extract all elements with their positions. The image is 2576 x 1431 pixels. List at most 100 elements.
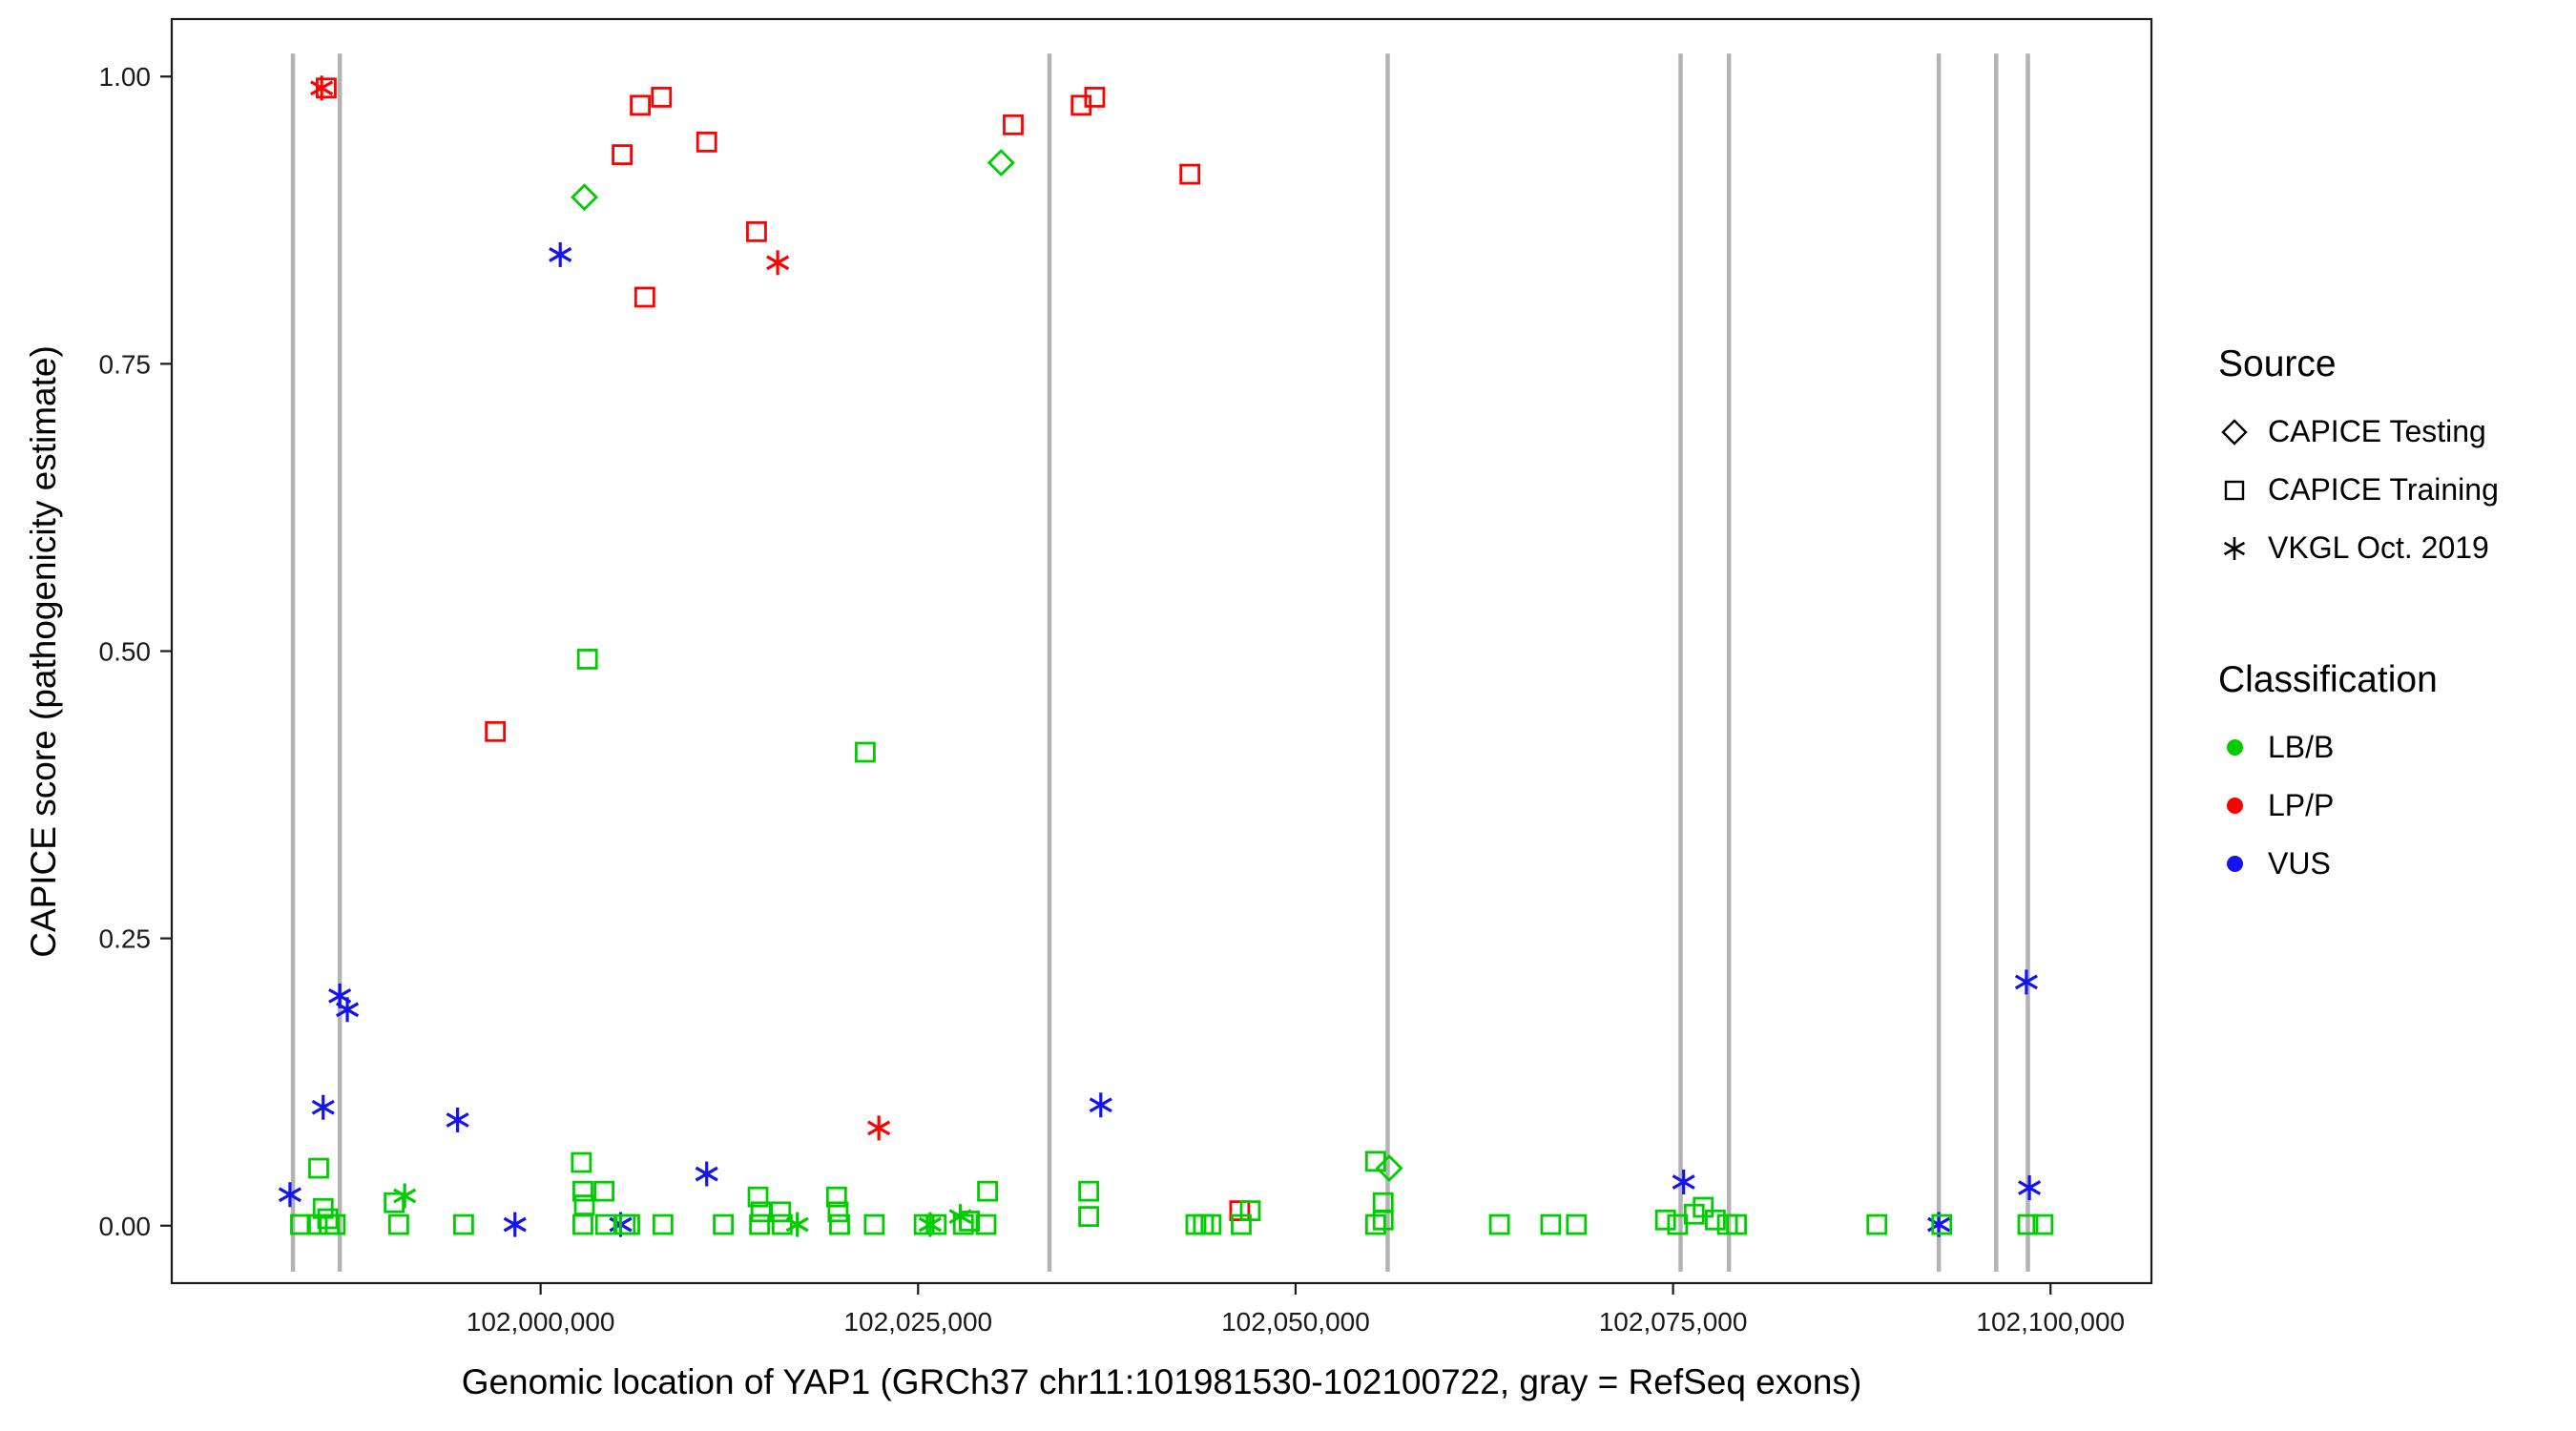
- legend-item-lpp: LP/P: [2218, 788, 2499, 823]
- data-point-square: [1239, 1200, 1261, 1222]
- data-point-square: [749, 1213, 771, 1235]
- data-point-square: [572, 1213, 593, 1235]
- diamond-icon: [2221, 418, 2248, 446]
- legend-item-capice-training: CAPICE Training: [2218, 472, 2499, 508]
- data-point-square: [771, 1213, 793, 1235]
- data-point-square: [770, 1201, 792, 1223]
- legend-classification-title: Classification: [2218, 659, 2438, 700]
- data-point-square: [290, 1213, 311, 1235]
- x-tick-label: 102,075,000: [1599, 1307, 1748, 1337]
- data-point-square: [308, 1157, 329, 1179]
- data-point-asterisk: [446, 1107, 469, 1132]
- data-point-square: [1705, 1209, 1726, 1231]
- data-point-square: [696, 131, 717, 153]
- data-point-asterisk: [2018, 1175, 2042, 1201]
- y-tick-label: 0.00: [99, 1212, 152, 1241]
- data-point-asterisk: [336, 997, 360, 1023]
- lbb-color-dot: [2227, 739, 2243, 756]
- legend-item-label: VUS: [2268, 846, 2331, 881]
- data-point-square: [713, 1213, 735, 1235]
- x-tick-label: 102,050,000: [1221, 1307, 1370, 1337]
- data-point-square: [977, 1180, 998, 1202]
- data-point-square: [1179, 163, 1201, 185]
- data-point-square: [317, 1208, 339, 1230]
- data-point-square: [1540, 1213, 1562, 1235]
- vus-color-dot: [2227, 856, 2243, 872]
- data-point-diamond: [987, 149, 1015, 177]
- y-tick-label: 0.50: [99, 637, 152, 667]
- data-point-square: [1084, 87, 1106, 108]
- data-point-square: [485, 720, 507, 742]
- lpp-color-dot: [2227, 798, 2243, 814]
- data-point-square: [573, 1194, 595, 1215]
- data-point-square: [1372, 1209, 1394, 1231]
- data-point-square: [619, 1213, 640, 1235]
- legend-item-vkgl: VKGL Oct. 2019: [2218, 530, 2499, 566]
- legend-source-title: Source: [2218, 343, 2337, 384]
- data-point-asterisk: [695, 1161, 718, 1187]
- panel-border: [170, 17, 2153, 1285]
- data-point-square: [651, 87, 673, 108]
- data-point-square: [593, 1180, 615, 1202]
- data-point-asterisk: [1672, 1170, 1695, 1194]
- legend: Source CAPICE Testing CAPICE Training VK…: [2218, 343, 2499, 904]
- data-point-square: [1078, 1180, 1100, 1202]
- data-point-square: [1726, 1213, 1747, 1235]
- data-point-asterisk: [393, 1183, 417, 1209]
- data-point-square: [1866, 1213, 1888, 1235]
- data-point-square: [634, 286, 655, 308]
- data-point-square: [747, 1186, 769, 1208]
- data-point-square: [827, 1201, 849, 1223]
- data-point-square: [854, 741, 876, 763]
- data-point-square: [863, 1213, 885, 1235]
- data-point-square: [572, 1180, 593, 1202]
- data-point-asterisk: [311, 1094, 335, 1120]
- legend-item-label: VKGL Oct. 2019: [2268, 530, 2489, 565]
- data-point-square: [829, 1213, 850, 1235]
- data-point-asterisk: [785, 1212, 809, 1237]
- data-point-square: [952, 1213, 974, 1235]
- data-point-square: [1364, 1151, 1386, 1172]
- data-point-square: [1193, 1213, 1215, 1235]
- data-point-square: [925, 1213, 947, 1235]
- data-point-square: [1566, 1213, 1588, 1235]
- data-point-square: [324, 1213, 346, 1235]
- y-tick-label: 1.00: [99, 62, 152, 92]
- data-point-asterisk: [867, 1115, 891, 1141]
- legend-item-vus: VUS: [2218, 846, 2499, 881]
- data-point-square: [1654, 1209, 1676, 1231]
- data-point-square: [746, 220, 767, 242]
- data-point-square: [1078, 1206, 1100, 1228]
- data-point-square: [1693, 1196, 1714, 1218]
- data-point-square: [1003, 114, 1024, 135]
- data-point-square: [1229, 1200, 1251, 1222]
- data-point-asterisk: [278, 1182, 301, 1208]
- data-point-square: [576, 649, 598, 670]
- data-point-square: [316, 77, 337, 99]
- data-point-square: [630, 94, 651, 116]
- legend-item-lbb: LB/B: [2218, 730, 2499, 765]
- x-tick-label: 102,025,000: [843, 1307, 992, 1337]
- y-tick-label: 0.75: [99, 349, 152, 379]
- x-tick-label: 102,000,000: [467, 1307, 615, 1337]
- data-point-square: [1200, 1213, 1222, 1235]
- data-point-square: [571, 1151, 592, 1173]
- x-axis-title: Genomic location of YAP1 (GRCh37 chr11:1…: [461, 1362, 1862, 1401]
- data-point-square: [750, 1201, 772, 1223]
- data-point-asterisk: [766, 250, 790, 276]
- data-point-square: [594, 1213, 616, 1235]
- data-point-square: [2017, 1213, 2039, 1235]
- data-point-square: [1931, 1213, 1953, 1235]
- y-tick-label: 0.25: [99, 924, 152, 954]
- data-point-diamond: [1375, 1154, 1403, 1183]
- asterisk-icon: [2223, 536, 2246, 560]
- data-point-square: [2032, 1213, 2054, 1235]
- data-point-asterisk: [310, 75, 334, 101]
- data-point-square: [1364, 1213, 1386, 1235]
- legend-item-label: CAPICE Testing: [2268, 414, 2486, 448]
- data-point-square: [387, 1213, 409, 1235]
- data-point-square: [652, 1213, 674, 1235]
- data-point-square: [975, 1213, 997, 1235]
- data-point-asterisk: [1089, 1092, 1112, 1118]
